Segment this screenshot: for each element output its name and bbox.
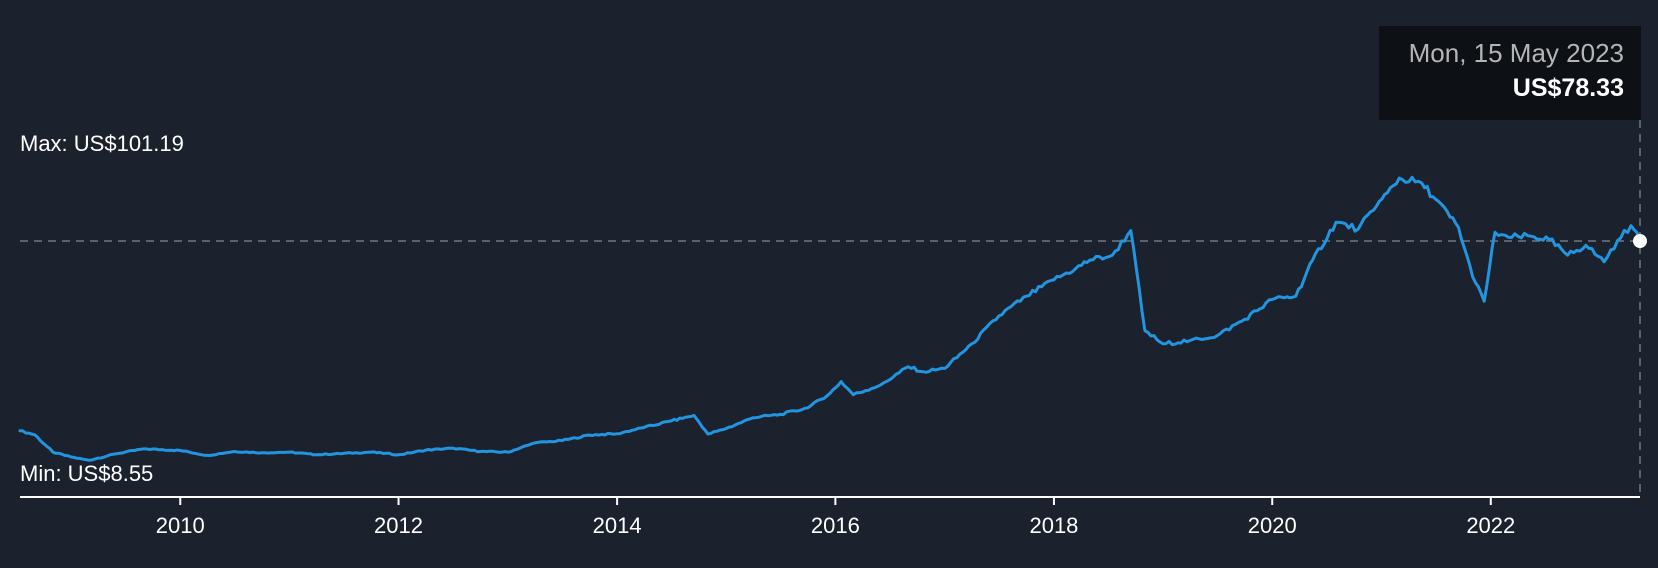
- price-line: [18, 175, 1642, 462]
- hover-tooltip: Mon, 15 May 2023 US$78.33: [1379, 26, 1641, 120]
- tooltip-value: US$78.33: [1512, 74, 1624, 102]
- x-tick-label: 2016: [811, 513, 860, 538]
- x-tick-label: 2014: [593, 513, 642, 538]
- x-tick-label: 2010: [156, 513, 205, 538]
- x-axis: 2010 2012 2014 2016 2018 2020 2022: [20, 496, 1640, 538]
- x-tick-label: 2020: [1248, 513, 1297, 538]
- price-series: [18, 175, 1647, 462]
- x-tick-label: 2022: [1466, 513, 1515, 538]
- tooltip-date: Mon, 15 May 2023: [1408, 38, 1624, 68]
- x-tick-label: 2012: [374, 513, 423, 538]
- highlighted-point-marker[interactable]: [1633, 234, 1647, 249]
- reference-lines: [20, 120, 1641, 497]
- x-tick-label: 2018: [1029, 513, 1078, 538]
- max-value-label: Max: US$101.19: [20, 131, 184, 156]
- min-value-label: Min: US$8.55: [20, 461, 154, 486]
